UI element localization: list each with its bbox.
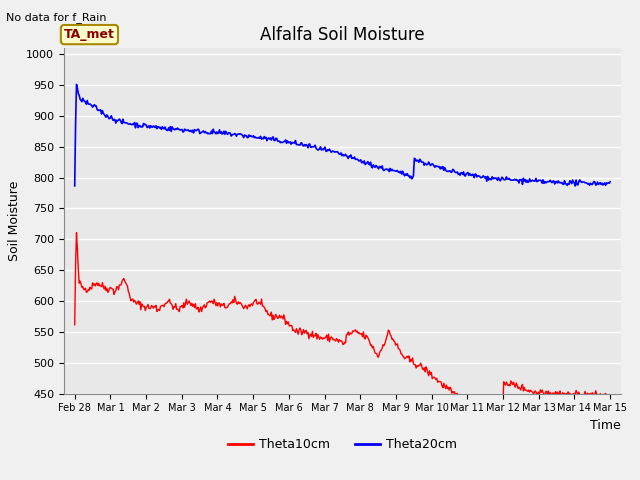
- Text: No data for f_Rain: No data for f_Rain: [6, 12, 107, 23]
- Title: Alfalfa Soil Moisture: Alfalfa Soil Moisture: [260, 25, 425, 44]
- X-axis label: Time: Time: [590, 419, 621, 432]
- Y-axis label: Soil Moisture: Soil Moisture: [8, 180, 20, 261]
- Legend: Theta10cm, Theta20cm: Theta10cm, Theta20cm: [223, 433, 462, 456]
- Text: TA_met: TA_met: [64, 28, 115, 41]
